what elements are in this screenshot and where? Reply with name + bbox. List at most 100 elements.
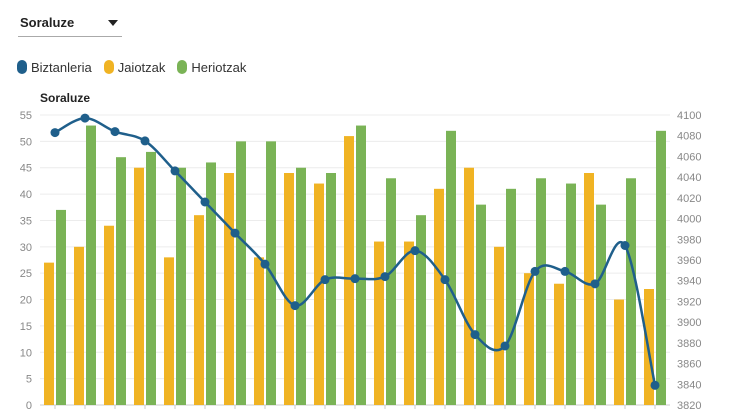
legend-item-biztanleria[interactable]: Biztanleria xyxy=(17,60,92,75)
bar-jaiotzak xyxy=(464,167,474,405)
point-biztanleria xyxy=(290,301,300,311)
legend-swatch-biztanleria xyxy=(17,60,27,74)
y-left-tick-label: 45 xyxy=(20,163,32,175)
municipality-dropdown[interactable]: Soraluze xyxy=(18,10,122,37)
legend-label-biztanleria: Biztanleria xyxy=(31,59,92,75)
bar-heriotzak xyxy=(446,130,456,405)
legend-item-heriotzak[interactable]: Heriotzak xyxy=(177,60,246,75)
bar-jaiotzak xyxy=(104,225,114,405)
y-left-tick-label: 5 xyxy=(26,374,32,386)
y-right-tick-label: 4040 xyxy=(677,172,701,184)
legend-label-jaiotzak: Jaiotzak xyxy=(117,59,166,75)
point-biztanleria xyxy=(620,241,630,250)
y-right-tick-label: 3880 xyxy=(677,338,701,350)
bar-jaiotzak xyxy=(614,299,624,405)
bar-jaiotzak xyxy=(74,246,84,405)
bar-jaiotzak xyxy=(584,173,594,405)
bar-heriotzak xyxy=(566,183,576,405)
legend-swatch-jaiotzak xyxy=(103,60,114,74)
point-biztanleria xyxy=(650,380,660,390)
bar-heriotzak xyxy=(326,173,336,405)
bar-heriotzak xyxy=(206,162,216,405)
bar-jaiotzak xyxy=(44,262,54,405)
point-biztanleria xyxy=(140,136,150,146)
point-biztanleria xyxy=(380,272,390,282)
point-biztanleria xyxy=(590,279,600,289)
bar-heriotzak xyxy=(296,167,306,405)
bar-jaiotzak xyxy=(254,257,264,405)
point-biztanleria xyxy=(230,228,240,238)
y-right-tick-label: 3820 xyxy=(677,400,701,412)
y-left-tick-label: 50 xyxy=(20,136,32,148)
legend-swatch-heriotzak xyxy=(177,60,188,74)
bar-heriotzak xyxy=(356,125,366,405)
bar-heriotzak xyxy=(506,188,516,405)
bar-jaiotzak xyxy=(284,173,294,405)
bar-jaiotzak xyxy=(434,188,444,405)
bar-jaiotzak xyxy=(194,215,204,405)
y-left-tick-label: 20 xyxy=(20,295,32,307)
point-biztanleria xyxy=(320,275,330,285)
chart-legend: Biztanleria Jaiotzak Heriotzak xyxy=(17,58,258,76)
bar-jaiotzak xyxy=(494,246,504,405)
bar-heriotzak xyxy=(416,215,426,405)
point-biztanleria xyxy=(350,274,360,284)
point-biztanleria xyxy=(260,259,270,269)
y-left-tick-label: 15 xyxy=(20,321,32,333)
point-biztanleria xyxy=(470,330,480,340)
bar-heriotzak xyxy=(656,130,666,405)
point-biztanleria xyxy=(440,275,450,285)
y-right-tick-label: 4100 xyxy=(677,110,701,122)
y-left-tick-label: 10 xyxy=(20,347,32,359)
caret-down-icon xyxy=(108,20,118,26)
y-right-tick-label: 3920 xyxy=(677,296,701,308)
bar-jaiotzak xyxy=(344,136,354,405)
y-right-tick-label: 4080 xyxy=(677,131,701,143)
y-left-tick-label: 55 xyxy=(20,110,32,122)
dropdown-selected-value: Soraluze xyxy=(20,15,75,30)
bar-jaiotzak xyxy=(314,183,324,405)
bar-jaiotzak xyxy=(404,241,414,405)
bar-heriotzak xyxy=(626,178,636,405)
bar-heriotzak xyxy=(236,141,246,405)
bar-heriotzak xyxy=(56,209,66,405)
point-biztanleria xyxy=(80,113,90,123)
legend-item-jaiotzak[interactable]: Jaiotzak xyxy=(103,59,166,75)
y-right-tick-label: 3940 xyxy=(677,276,701,288)
y-left-tick-label: 0 xyxy=(26,400,32,412)
point-biztanleria xyxy=(530,266,540,276)
y-right-tick-label: 3840 xyxy=(677,379,701,391)
point-biztanleria xyxy=(500,341,510,351)
bar-heriotzak xyxy=(536,178,546,405)
y-right-tick-label: 4060 xyxy=(677,151,701,163)
point-biztanleria xyxy=(560,266,570,276)
bar-jaiotzak xyxy=(524,273,534,405)
line-biztanleria xyxy=(54,116,657,386)
bar-heriotzak xyxy=(596,204,606,405)
bar-heriotzak xyxy=(86,125,96,405)
y-right-tick-label: 3960 xyxy=(677,255,701,267)
bar-jaiotzak xyxy=(134,167,144,405)
y-left-tick-label: 25 xyxy=(20,268,32,280)
bar-heriotzak xyxy=(386,178,396,405)
y-right-tick-label: 3860 xyxy=(677,359,701,371)
bar-heriotzak xyxy=(176,167,186,405)
point-biztanleria xyxy=(50,128,60,138)
point-biztanleria xyxy=(170,166,180,176)
bar-heriotzak xyxy=(146,151,156,405)
bar-heriotzak xyxy=(476,204,486,405)
bar-jaiotzak xyxy=(374,241,384,405)
chart-title: Soraluze xyxy=(40,91,91,105)
point-biztanleria xyxy=(200,197,210,207)
bar-jaiotzak xyxy=(164,257,174,405)
y-right-tick-label: 3980 xyxy=(677,234,701,246)
bar-jaiotzak xyxy=(224,173,234,405)
y-left-tick-label: 35 xyxy=(20,215,32,227)
point-biztanleria xyxy=(410,246,420,256)
bar-heriotzak xyxy=(116,157,126,405)
y-right-tick-label: 4020 xyxy=(677,193,701,205)
point-biztanleria xyxy=(110,127,120,137)
y-left-tick-label: 30 xyxy=(20,242,32,254)
y-left-tick-label: 40 xyxy=(20,189,32,201)
